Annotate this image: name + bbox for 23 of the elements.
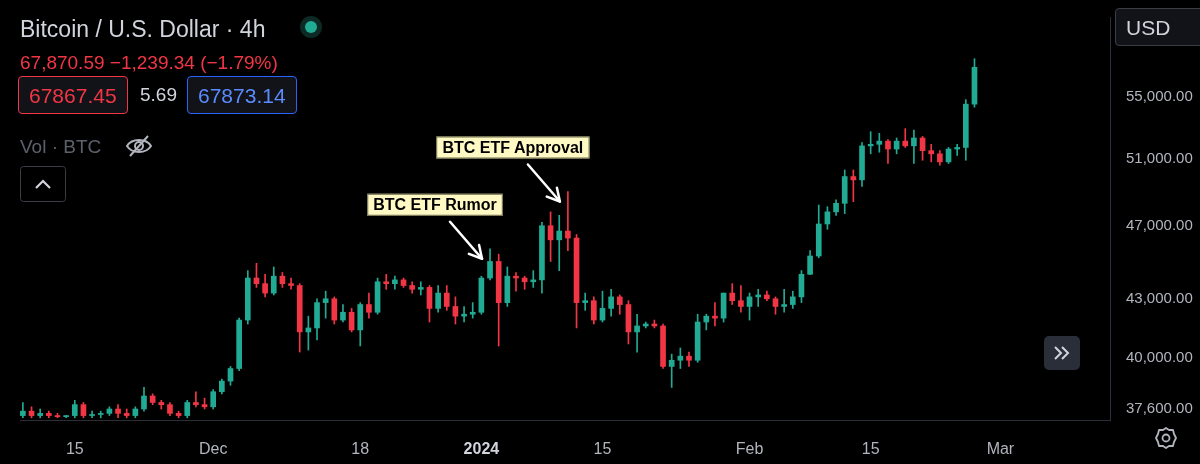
y-tick-label: 43,000.00 bbox=[1126, 288, 1193, 306]
x-tick-label: 15 bbox=[593, 440, 612, 458]
annotation: 5.69 bbox=[140, 84, 177, 106]
annotation: Vol · BTC bbox=[20, 136, 102, 158]
chart-title: Bitcoin / U.S. Dollar · 4h bbox=[20, 16, 266, 43]
y-tick-label: 37,600.00 bbox=[1126, 399, 1193, 417]
annotation: BTC ETF Approval bbox=[442, 138, 584, 156]
x-tick-label: 15 bbox=[65, 440, 84, 458]
x-tick-label: 15 bbox=[861, 440, 880, 458]
y-tick-label: 47,000.00 bbox=[1126, 215, 1193, 233]
text: USD bbox=[1115, 8, 1200, 46]
y-tick-label: 55,000.00 bbox=[1126, 86, 1193, 104]
x-tick-label: 2024 bbox=[463, 440, 500, 458]
x-tick-label: 18 bbox=[351, 440, 370, 458]
annotation: 67867.45 bbox=[18, 76, 128, 114]
text: 67,870.59 −1,239.34 (−1.79%) bbox=[20, 52, 278, 74]
x-tick-label: Mar bbox=[986, 440, 1015, 458]
x-tick-label: Feb bbox=[735, 440, 764, 458]
annotation: 67873.14 bbox=[187, 76, 297, 114]
y-tick-label: 40,000.00 bbox=[1126, 348, 1193, 366]
y-tick-label: 51,000.00 bbox=[1126, 148, 1193, 166]
annotation: BTC ETF Rumor bbox=[373, 196, 497, 214]
x-tick-label: Dec bbox=[198, 440, 228, 458]
